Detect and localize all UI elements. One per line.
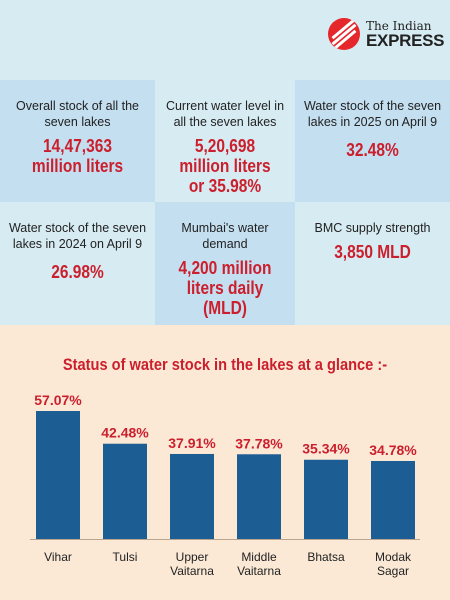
stat-label: BMC supply strength xyxy=(314,221,431,235)
bar-vihar xyxy=(36,411,80,539)
bar-tulsi xyxy=(103,443,147,539)
stat-label: Overall stock of all the seven lakes xyxy=(16,99,139,129)
data-label: 37.78% xyxy=(235,435,283,451)
data-label: 42.48% xyxy=(101,425,149,441)
chart-title: Status of water stock in the lakes at a … xyxy=(62,355,388,374)
category-label: Bhatsa xyxy=(307,550,345,564)
brand-mark-icon xyxy=(328,18,360,50)
stat-label: Mumbai's water demand xyxy=(181,221,269,251)
category-label: Vaitarna xyxy=(237,564,281,578)
stat-water-demand: Mumbai's water demand 4,200 million lite… xyxy=(155,202,295,325)
stat-value: 3,850 MLD xyxy=(334,242,411,262)
stat-overall-stock: Overall stock of all the seven lakes 14,… xyxy=(0,80,155,202)
data-label: 57.07% xyxy=(34,392,82,408)
stats-grid: Overall stock of all the seven lakes 14,… xyxy=(0,80,450,325)
brand-wordmark: The Indian EXPRESS xyxy=(366,18,445,50)
stat-value: 14,47,363 million liters xyxy=(31,136,124,176)
brand-line-1: The Indian xyxy=(366,18,432,33)
stat-value: 4,200 million liters daily (MLD) xyxy=(178,258,272,318)
category-label: Upper xyxy=(176,550,209,564)
data-label: 37.91% xyxy=(168,435,216,451)
bar-upper-vaitarna xyxy=(170,453,214,539)
data-label: 34.78% xyxy=(369,442,417,458)
stat-stock-2025: Water stock of the seven lakes in 2025 o… xyxy=(295,80,450,202)
category-label: Tulsi xyxy=(113,550,138,564)
stat-value: 32.48% xyxy=(346,140,399,160)
stat-label: Water stock of the seven lakes in 2024 o… xyxy=(8,221,147,251)
stat-stock-2024: Water stock of the seven lakes in 2024 o… xyxy=(0,202,155,325)
category-label: Vihar xyxy=(44,550,72,564)
data-label: 35.34% xyxy=(302,441,350,457)
bar-middle-vaitarna xyxy=(237,454,281,539)
stat-current-level: Current water level in all the seven lak… xyxy=(155,80,295,202)
category-label: Modak xyxy=(375,550,412,564)
brand-line-2: EXPRESS xyxy=(366,30,445,50)
category-label: Vaitarna xyxy=(170,564,214,578)
stat-bmc-supply: BMC supply strength 3,850 MLD xyxy=(295,202,450,325)
stat-label: Current water level in all the seven lak… xyxy=(165,99,285,129)
bar-modak-sagar xyxy=(371,460,415,539)
brand-logo[interactable]: The Indian EXPRESS xyxy=(328,18,445,50)
bar-chart: 57.07%Vihar42.48%Tulsi37.91%UpperVaitarn… xyxy=(30,392,420,578)
category-label: Sagar xyxy=(377,564,409,578)
bar-bhatsa xyxy=(304,459,348,539)
stat-value: 26.98% xyxy=(51,262,104,282)
stat-value: 5,20,698 million liters or 35.98% xyxy=(179,136,271,196)
stat-label: Water stock of the seven lakes in 2025 o… xyxy=(303,99,442,129)
category-label: Middle xyxy=(241,550,277,564)
